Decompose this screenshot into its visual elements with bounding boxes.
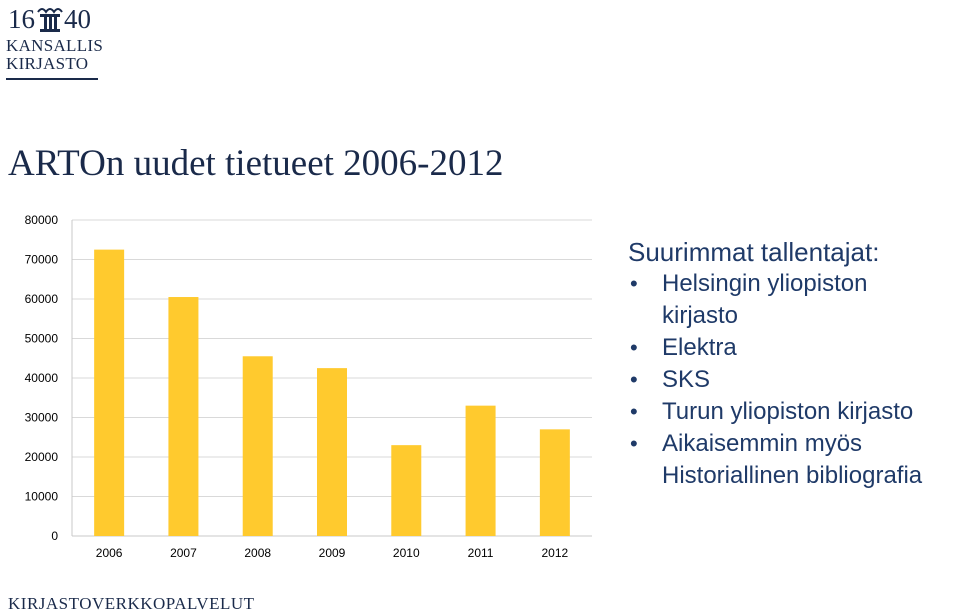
y-tick-label: 60000 bbox=[25, 292, 59, 306]
column-capital-icon bbox=[37, 8, 63, 32]
bar bbox=[465, 405, 496, 536]
list-item-text: Elektra bbox=[662, 334, 737, 361]
top-contributors-heading: Suurimmat tallentajat: bbox=[628, 237, 880, 267]
bar-chart: 0 10000 20000 30000 40000 50000 60000 70000 8000… bbox=[25, 213, 592, 560]
list-item: • SKS bbox=[628, 364, 958, 396]
list-item-text: SKS bbox=[662, 366, 711, 393]
x-tick-label: 2010 bbox=[393, 546, 420, 560]
y-tick-label: 70000 bbox=[25, 253, 59, 267]
y-tick-label: 30000 bbox=[25, 411, 59, 425]
x-tick-label: 2011 bbox=[468, 546, 494, 560]
bar bbox=[242, 356, 273, 536]
list-item: • Elektra bbox=[628, 332, 958, 364]
page-title: ARTOn uudet tietueet 2006-2012 bbox=[8, 143, 504, 184]
y-tick-label: 50000 bbox=[25, 332, 59, 346]
y-tick-label: 80000 bbox=[25, 213, 59, 227]
logo-year-right: 40 bbox=[64, 4, 91, 34]
logo-underline bbox=[6, 78, 98, 80]
logo-name: KANSALLIS KIRJASTO bbox=[6, 36, 104, 73]
logo-name-line2: KIRJASTO bbox=[6, 54, 89, 73]
x-tick-label: 2008 bbox=[244, 546, 271, 560]
top-contributors-panel: Suurimmat tallentajat: • Helsingin yliop… bbox=[628, 236, 958, 492]
list-item: • Aikaisemmin myös Historiallinen biblio… bbox=[628, 428, 958, 492]
bar bbox=[539, 429, 570, 536]
list-item: • Helsingin yliopiston kirjasto bbox=[628, 268, 958, 332]
bar bbox=[168, 297, 199, 536]
y-tick-label: 10000 bbox=[25, 490, 59, 504]
logo-name-line1: KANSALLIS bbox=[6, 36, 104, 55]
list-item: • Turun yliopiston kirjasto bbox=[628, 396, 958, 428]
bar bbox=[317, 368, 347, 536]
list-item-text: Aikaisemmin myös bbox=[662, 430, 863, 457]
x-tick-label: 2009 bbox=[319, 546, 346, 560]
logo: 16 40 KANSALLIS KIRJASTO bbox=[6, 2, 104, 82]
list-item-text-continued: Historiallinen bibliografia bbox=[662, 462, 923, 489]
bullet-icon: • bbox=[630, 399, 638, 424]
logo-year-left: 16 bbox=[8, 4, 35, 34]
bar bbox=[391, 445, 422, 536]
top-contributors-list: • Helsingin yliopiston kirjasto • Elektr… bbox=[628, 268, 958, 492]
list-item-text: Helsingin yliopiston bbox=[662, 270, 868, 297]
bullet-icon: • bbox=[630, 335, 638, 360]
y-tick-label: 0 bbox=[51, 529, 58, 543]
y-tick-label: 20000 bbox=[25, 450, 59, 464]
y-tick-label: 40000 bbox=[25, 371, 59, 385]
x-tick-label: 2012 bbox=[542, 546, 569, 560]
bullet-icon: • bbox=[630, 271, 638, 296]
x-tick-label: 2006 bbox=[96, 546, 123, 560]
bullet-icon: • bbox=[630, 367, 638, 392]
x-tick-label: 2007 bbox=[170, 546, 197, 560]
bar bbox=[94, 249, 125, 536]
list-item-text: Turun yliopiston kirjasto bbox=[662, 398, 914, 425]
bullet-icon: • bbox=[630, 431, 638, 456]
list-item-text-continued: kirjasto bbox=[662, 302, 739, 329]
footer-label: KIRJASTOVERKKOPALVELUT bbox=[8, 594, 255, 613]
logo-year: 16 40 bbox=[6, 2, 98, 36]
